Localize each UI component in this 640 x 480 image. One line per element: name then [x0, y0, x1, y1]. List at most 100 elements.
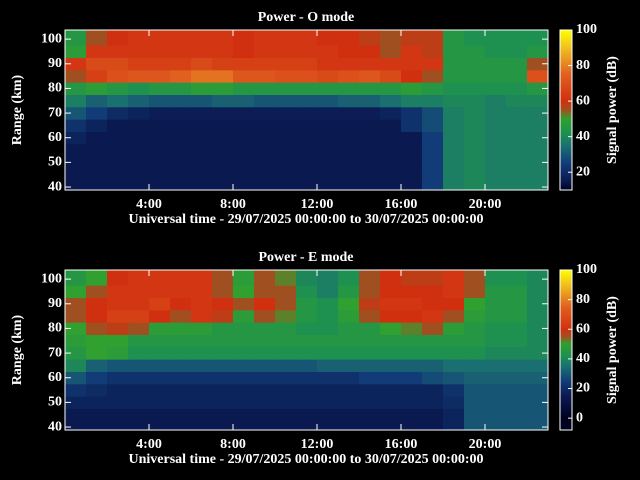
heatmap-cell	[359, 408, 381, 422]
heatmap-cell	[422, 106, 444, 120]
heatmap-cell	[65, 383, 87, 397]
heatmap-cell	[107, 82, 129, 95]
heatmap-cell	[233, 45, 255, 59]
heatmap-cell	[296, 420, 318, 430]
heatmap-cell	[275, 180, 297, 190]
heatmap-cell	[212, 69, 234, 83]
heatmap-cell	[233, 371, 255, 385]
heatmap-cell	[170, 420, 192, 430]
heatmap-cell	[485, 69, 507, 83]
heatmap-cell	[506, 69, 528, 83]
heatmap-cell	[401, 131, 423, 145]
heatmap-cell	[506, 57, 528, 71]
heatmap-cell	[422, 297, 444, 311]
heatmap-cell	[275, 383, 297, 397]
heatmap-cell	[107, 309, 129, 323]
heatmap-cell	[191, 420, 213, 430]
heatmap-cell	[506, 359, 528, 372]
plot-frame	[64, 269, 549, 431]
heatmap-cell	[443, 270, 465, 286]
heatmap-cell	[65, 156, 87, 169]
heatmap-cell	[254, 383, 276, 397]
heatmap-cell	[527, 131, 548, 145]
heatmap-cell	[485, 82, 507, 95]
heatmap-cell	[212, 371, 234, 385]
heatmap-cell	[359, 383, 381, 397]
heatmap-cell	[506, 30, 528, 46]
heatmap-cell	[443, 396, 465, 409]
heatmap-cell	[275, 408, 297, 422]
heatmap-cell	[191, 180, 213, 190]
heatmap-cell	[317, 322, 339, 335]
heatmap-cell	[380, 57, 402, 71]
heatmap-cell	[443, 94, 465, 108]
heatmap-cell	[506, 270, 528, 286]
heatmap-cell	[170, 131, 192, 145]
heatmap-cell	[233, 270, 255, 286]
heatmap-cell	[170, 371, 192, 385]
heatmap-cell	[107, 168, 129, 182]
heatmap-cell	[149, 168, 171, 182]
heatmap-cell	[275, 346, 297, 360]
heatmap-cell	[296, 30, 318, 46]
heatmap-cell	[65, 45, 87, 59]
heatmap-cell	[296, 131, 318, 145]
heatmap-cell	[464, 285, 486, 299]
heatmap-cell	[317, 346, 339, 360]
heatmap-cell	[254, 297, 276, 311]
heatmap-cell	[65, 270, 87, 286]
heatmap-cell	[191, 396, 213, 409]
panel: Power - E mode 40 50 60 70 80 90 100 4:00 8:00 12:…	[10, 250, 620, 467]
heatmap-cell	[464, 156, 486, 169]
heatmap-cell	[191, 69, 213, 83]
heatmap-cell	[149, 119, 171, 132]
y-tick-label: 70	[48, 105, 62, 120]
heatmap-cell	[275, 94, 297, 108]
colorbar-label: Signal power (dB)	[605, 56, 620, 164]
heatmap-cell	[317, 94, 339, 108]
heatmap-cell	[464, 82, 486, 95]
heatmap-cell	[485, 309, 507, 323]
heatmap-cell	[359, 30, 381, 46]
heatmap-cell	[422, 30, 444, 46]
plot-frame	[64, 29, 549, 191]
heatmap-cell	[191, 408, 213, 422]
heatmap-cell	[233, 131, 255, 145]
heatmap-cell	[317, 383, 339, 397]
heatmap-cell	[527, 143, 548, 157]
heatmap-cell	[170, 322, 192, 335]
heatmap-cell	[338, 45, 360, 59]
heatmap-cell	[86, 346, 108, 360]
heatmap-cell	[191, 334, 213, 348]
heatmap-cell	[170, 106, 192, 120]
heatmap-cell	[464, 408, 486, 422]
heatmap-cell	[254, 168, 276, 182]
heatmap-cell	[254, 420, 276, 430]
heatmap-cell	[359, 285, 381, 299]
heatmap-cell	[233, 94, 255, 108]
heatmap-cell	[359, 346, 381, 360]
heatmap-cell	[401, 30, 423, 46]
heatmap-cell	[401, 346, 423, 360]
heatmap-cell	[443, 359, 465, 372]
heatmap-cell	[254, 322, 276, 335]
heatmap-cell	[212, 131, 234, 145]
heatmap-cell	[338, 143, 360, 157]
heatmap-cell	[317, 408, 339, 422]
heatmap-cell	[149, 396, 171, 409]
heatmap-cell	[149, 322, 171, 335]
heatmap-cell	[233, 69, 255, 83]
heatmap-cell	[170, 180, 192, 190]
heatmap-cell	[212, 119, 234, 132]
heatmap-cell	[149, 180, 171, 190]
heatmap-cell	[506, 334, 528, 348]
heatmap-cell	[86, 143, 108, 157]
heatmap-cell	[422, 180, 444, 190]
heatmap-cell	[191, 143, 213, 157]
y-tick-label: 70	[48, 345, 62, 360]
heatmap-cell	[359, 131, 381, 145]
heatmap-cell	[275, 322, 297, 335]
heatmap-cell	[485, 94, 507, 108]
colorbar-tick-label: 80	[576, 58, 590, 73]
heatmap-cell	[359, 143, 381, 157]
